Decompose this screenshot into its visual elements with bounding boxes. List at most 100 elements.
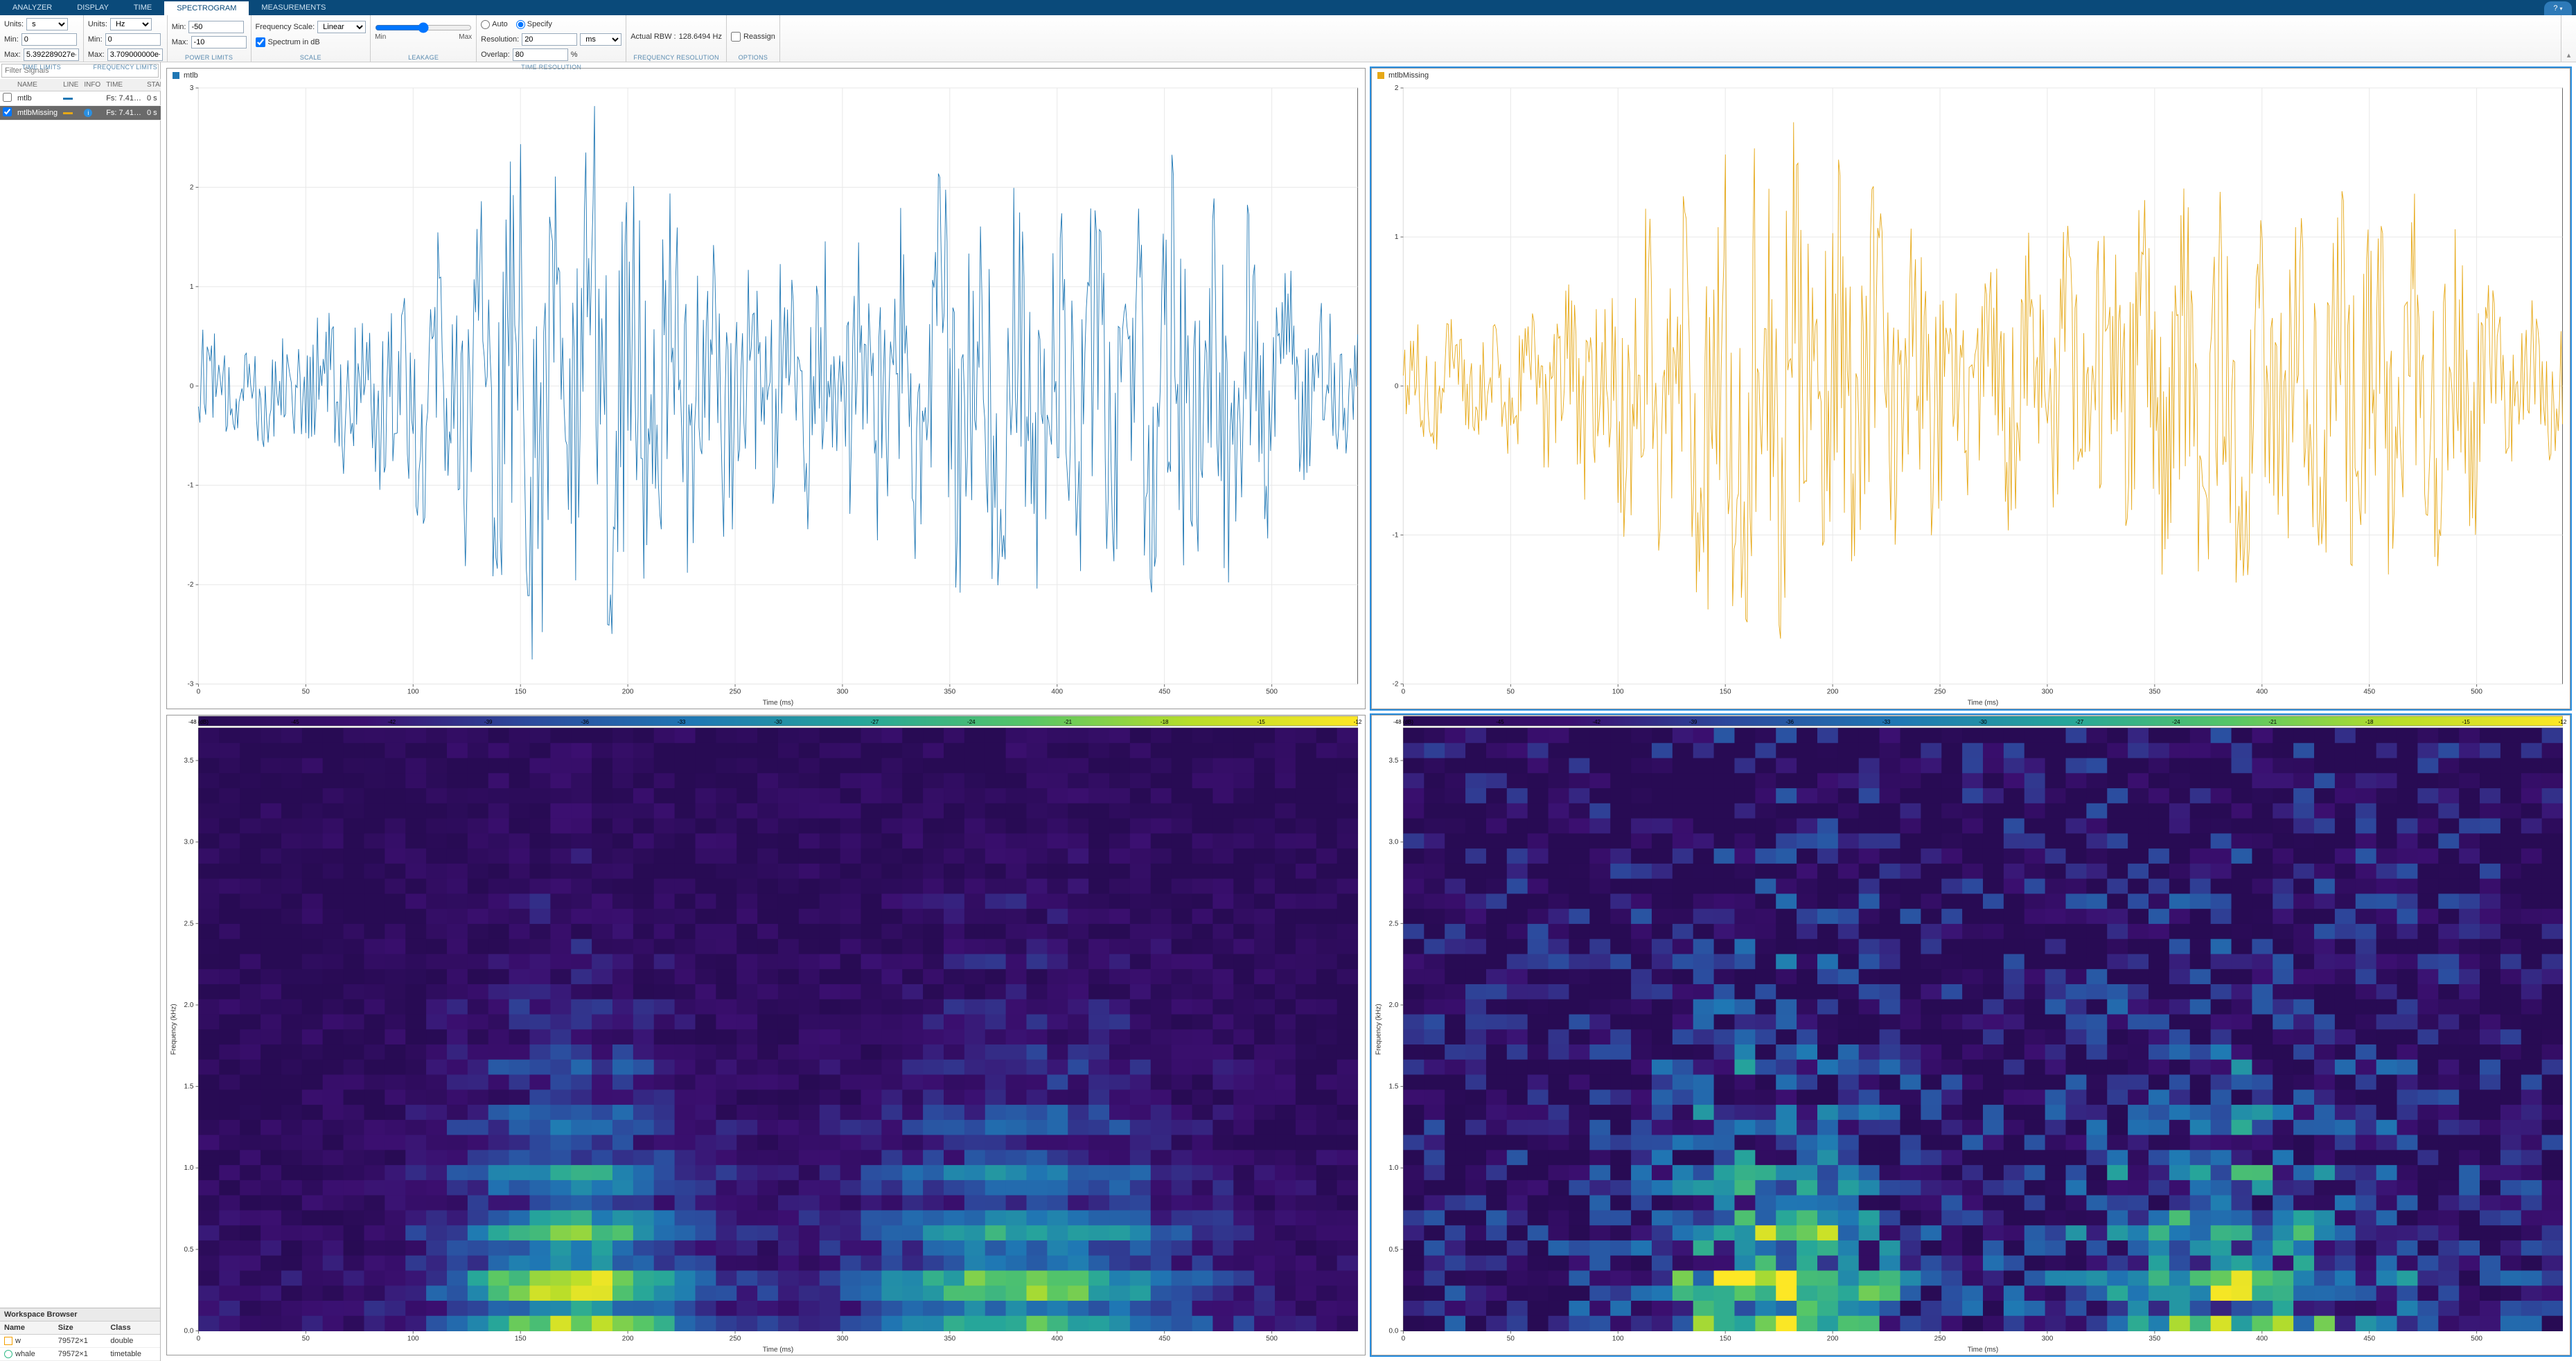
svg-text:1: 1: [190, 283, 194, 291]
svg-text:Time (ms): Time (ms): [763, 700, 794, 707]
time-units-select[interactable]: s: [26, 18, 68, 30]
group-label: OPTIONS: [731, 53, 775, 62]
group-label: SCALE: [256, 53, 367, 62]
svg-text:-12: -12: [1354, 718, 1362, 724]
toolstrip: Units: s Min: Max: TIME LIMITS Units: Hz: [0, 15, 2576, 62]
freqscale-select[interactable]: Linear: [317, 21, 366, 33]
time-min-input[interactable]: [21, 33, 77, 46]
plot-grid: mtlb 050100150200250300350400450500-3-2-…: [161, 62, 2576, 1361]
signal-row[interactable]: mtlbFs: 7.41…0 s: [0, 91, 172, 106]
mtlb-spectrogram-panel[interactable]: -48 (dB)-45-42-39-36-33-30-27-24-21-18-1…: [166, 715, 1366, 1356]
tab-time[interactable]: TIME: [121, 0, 164, 15]
specify-label: Specify: [527, 20, 552, 28]
group-leakage: Min Max LEAKAGE: [371, 15, 477, 62]
overlap-input[interactable]: [513, 48, 568, 61]
info-icon[interactable]: i: [84, 109, 92, 117]
freq-max-input[interactable]: [107, 48, 163, 61]
mtlbmissing-legend: mtlbMissing: [1388, 71, 1429, 80]
svg-text:450: 450: [1158, 688, 1170, 696]
signal-checkbox[interactable]: [3, 107, 12, 116]
svg-text:-48 (dB): -48 (dB): [188, 718, 209, 724]
signal-name: mtlb: [15, 91, 60, 106]
svg-text:1.5: 1.5: [1389, 1083, 1399, 1090]
freq-max-label: Max:: [88, 51, 105, 59]
mtlbmissing-spectrogram-panel[interactable]: -48 (dB)-45-42-39-36-33-30-27-24-21-18-1…: [1371, 715, 2570, 1356]
signals-col-line[interactable]: LINE: [60, 79, 81, 91]
svg-text:150: 150: [1720, 1335, 1731, 1342]
svg-text:-18: -18: [1161, 718, 1169, 724]
svg-text:450: 450: [1158, 1335, 1170, 1342]
leakage-slider[interactable]: [375, 22, 472, 33]
specify-radio[interactable]: [516, 20, 525, 29]
svg-text:2.5: 2.5: [1389, 920, 1399, 927]
tab-spectrogram[interactable]: SPECTROGRAM: [164, 0, 249, 15]
mtlb-legend: mtlb: [184, 71, 198, 80]
workspace-row[interactable]: whale 79572×1timetable: [0, 1347, 160, 1360]
svg-text:-27: -27: [871, 718, 879, 724]
svg-text:-3: -3: [188, 681, 194, 688]
svg-text:1: 1: [1395, 233, 1399, 241]
svg-text:50: 50: [302, 688, 310, 696]
var-size: 79572×1: [54, 1347, 107, 1360]
power-max-input[interactable]: [191, 36, 247, 48]
svg-text:100: 100: [1612, 688, 1624, 696]
main-area: NAMELINEINFOTIMESTART mtlbFs: 7.41…0 smt…: [0, 62, 2576, 1361]
ws-col-class[interactable]: Class: [106, 1322, 160, 1335]
svg-text:350: 350: [2149, 1335, 2161, 1342]
svg-text:250: 250: [1934, 688, 1946, 696]
var-name: whale: [15, 1350, 35, 1358]
collapse-ribbon-button[interactable]: ▴: [2561, 15, 2576, 62]
signals-col-info[interactable]: INFO: [81, 79, 103, 91]
resolution-input[interactable]: [522, 33, 577, 46]
svg-text:350: 350: [2149, 688, 2161, 696]
signal-row[interactable]: mtlbMissingiFs: 7.41…0 s: [0, 106, 172, 121]
overlap-units: %: [571, 51, 578, 59]
svg-text:300: 300: [837, 688, 849, 696]
svg-text:Time (ms): Time (ms): [1968, 700, 1999, 707]
svg-text:-33: -33: [678, 718, 686, 724]
tab-measurements[interactable]: MEASUREMENTS: [249, 0, 338, 15]
reassign-checkbox[interactable]: [731, 32, 741, 42]
mtlbmissing-spectrogram: -48 (dB)-45-42-39-36-33-30-27-24-21-18-1…: [1372, 715, 2570, 1355]
svg-text:-39: -39: [484, 718, 493, 724]
svg-text:200: 200: [1827, 688, 1839, 696]
time-max-label: Max:: [4, 51, 21, 59]
svg-text:3.0: 3.0: [184, 838, 194, 846]
rbw-label: Actual RBW :: [630, 33, 676, 41]
svg-text:0.5: 0.5: [1389, 1245, 1399, 1253]
signals-col-name[interactable]: NAME: [15, 79, 60, 91]
mtlbmissing-time-panel[interactable]: mtlbMissing 0501001502002503003504004505…: [1371, 68, 2570, 709]
help-button[interactable]: ?: [2544, 1, 2572, 15]
svg-text:-1: -1: [188, 482, 194, 490]
svg-text:350: 350: [944, 1335, 956, 1342]
time-max-input[interactable]: [24, 48, 79, 61]
freq-units-select[interactable]: Hz: [110, 18, 152, 30]
freq-min-input[interactable]: [105, 33, 161, 46]
svg-text:2.0: 2.0: [184, 1001, 194, 1008]
mtlb-time-panel[interactable]: mtlb 050100150200250300350400450500-3-2-…: [166, 68, 1366, 709]
svg-text:-45: -45: [291, 718, 299, 724]
auto-radio[interactable]: [481, 20, 490, 29]
group-freq-resolution: Actual RBW : 128.6494 Hz FREQUENCY RESOL…: [626, 15, 727, 62]
svg-text:-39: -39: [1689, 718, 1697, 724]
signal-color-swatch: [63, 112, 73, 114]
svg-text:Frequency (kHz): Frequency (kHz): [1375, 1004, 1382, 1055]
svg-text:400: 400: [1051, 1335, 1063, 1342]
resolution-units-select[interactable]: ms: [580, 33, 621, 46]
tab-display[interactable]: DISPLAY: [64, 0, 121, 15]
svg-text:500: 500: [1266, 688, 1278, 696]
var-class: timetable: [106, 1347, 160, 1360]
signals-col-time[interactable]: TIME: [103, 79, 144, 91]
workspace-row[interactable]: w79572×1double: [0, 1334, 160, 1347]
spectrum-db-checkbox[interactable]: [256, 37, 265, 47]
ws-col-name[interactable]: Name: [0, 1322, 54, 1335]
group-scale: Frequency Scale: Linear Spectrum in dB S…: [252, 15, 371, 62]
tab-analyzer[interactable]: ANALYZER: [0, 0, 64, 15]
signal-checkbox[interactable]: [3, 93, 12, 102]
svg-text:2: 2: [1395, 84, 1399, 92]
svg-text:300: 300: [837, 1335, 849, 1342]
freqscale-label: Frequency Scale:: [256, 23, 315, 31]
group-label: LEAKAGE: [375, 53, 472, 62]
power-min-input[interactable]: [188, 21, 244, 33]
ws-col-size[interactable]: Size: [54, 1322, 107, 1335]
